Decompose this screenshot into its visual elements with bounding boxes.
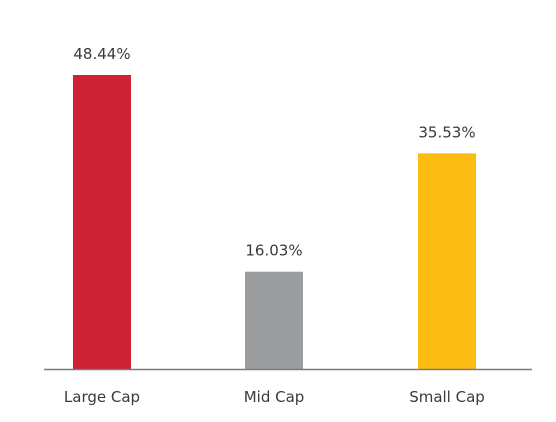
bars-group [73, 75, 476, 369]
category-labels-group: Large Cap Mid Cap Small Cap [64, 388, 485, 406]
bar-small-cap [418, 153, 476, 369]
value-labels-group: 48.44% 16.03% 35.53% [73, 45, 475, 260]
bar-large-cap [73, 75, 131, 369]
category-label-large-cap: Large Cap [64, 388, 140, 406]
data-label-large-cap: 48.44% [73, 45, 130, 63]
category-label-small-cap: Small Cap [409, 388, 485, 406]
data-label-small-cap: 35.53% [418, 123, 475, 141]
data-label-mid-cap: 16.03% [245, 242, 302, 260]
category-label-mid-cap: Mid Cap [244, 388, 305, 406]
bar-mid-cap [245, 271, 303, 369]
